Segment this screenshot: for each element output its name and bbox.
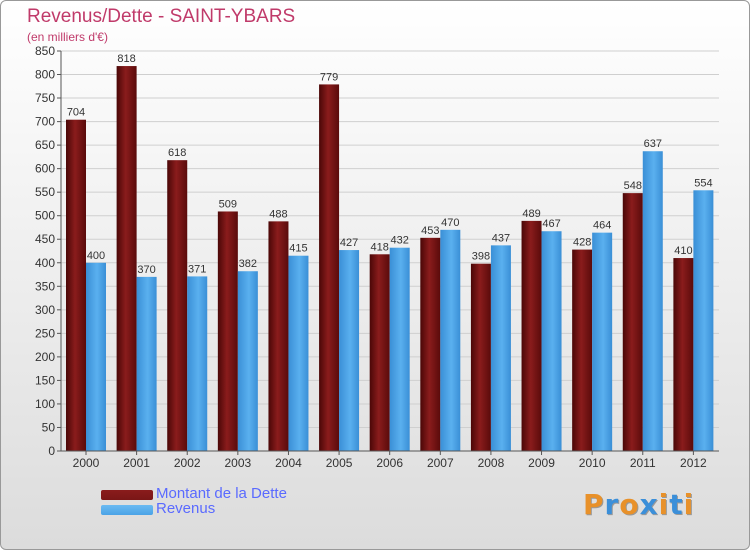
chart-subtitle: (en milliers d'€) bbox=[27, 30, 108, 44]
legend-swatch-revenus bbox=[101, 505, 153, 515]
legend-swatch-debt bbox=[101, 490, 153, 500]
y-tick-label: 150 bbox=[35, 373, 55, 387]
data-label-revenus: 464 bbox=[593, 220, 611, 232]
bar-dette bbox=[217, 211, 238, 451]
y-tick-label: 50 bbox=[42, 420, 56, 434]
y-tick-label: 350 bbox=[35, 279, 55, 293]
bar-revenus bbox=[490, 245, 511, 451]
y-tick-label: 550 bbox=[35, 185, 55, 199]
bar-revenus bbox=[136, 276, 157, 451]
bar-revenus bbox=[389, 247, 410, 451]
x-tick-label: 2011 bbox=[630, 456, 656, 470]
bar-dette bbox=[116, 66, 137, 451]
x-tick-label: 2006 bbox=[376, 456, 403, 470]
data-label-dette: 548 bbox=[624, 180, 642, 192]
bar-revenus bbox=[187, 276, 208, 451]
data-label-revenus: 554 bbox=[694, 177, 712, 189]
data-label-revenus: 432 bbox=[391, 235, 409, 247]
x-tick-label: 2012 bbox=[680, 456, 707, 470]
bar-dette bbox=[521, 220, 542, 451]
data-label-dette: 453 bbox=[421, 225, 439, 237]
bar-revenus bbox=[237, 271, 258, 451]
bar-dette bbox=[268, 221, 289, 451]
data-label-revenus: 470 bbox=[441, 217, 459, 229]
logo-letter: i bbox=[658, 488, 670, 521]
x-tick-label: 2010 bbox=[579, 456, 606, 470]
data-label-revenus: 437 bbox=[492, 232, 510, 244]
bar-dette bbox=[319, 84, 340, 451]
bar-revenus bbox=[592, 232, 613, 451]
y-tick-label: 200 bbox=[35, 350, 55, 364]
legend-label-revenus: Revenus bbox=[156, 500, 216, 517]
data-label-dette: 704 bbox=[67, 107, 85, 119]
y-tick-label: 600 bbox=[35, 162, 55, 176]
bar-revenus bbox=[693, 190, 714, 451]
chart-title: Revenus/Dette - SAINT-YBARS bbox=[27, 6, 296, 27]
bar-revenus bbox=[86, 262, 106, 451]
data-label-revenus: 637 bbox=[644, 138, 662, 150]
x-tick-label: 2004 bbox=[275, 456, 302, 470]
data-label-revenus: 467 bbox=[542, 218, 560, 230]
bar-revenus bbox=[541, 231, 562, 451]
y-tick-label: 850 bbox=[35, 44, 55, 58]
bar-revenus bbox=[339, 250, 360, 451]
data-label-revenus: 382 bbox=[239, 258, 257, 270]
bar-revenus bbox=[642, 151, 663, 451]
x-tick-label: 2001 bbox=[123, 456, 150, 470]
bar-dette bbox=[369, 254, 390, 451]
y-tick-label: 450 bbox=[35, 232, 55, 246]
bar-revenus bbox=[288, 255, 309, 451]
data-label-revenus: 371 bbox=[188, 263, 206, 275]
y-tick-label: 100 bbox=[35, 397, 55, 411]
logo-letter: t bbox=[669, 488, 684, 521]
logo-letter: o bbox=[619, 488, 640, 521]
data-label-dette: 428 bbox=[573, 237, 591, 249]
bar-dette bbox=[572, 249, 593, 451]
data-label-dette: 818 bbox=[117, 53, 135, 65]
data-label-dette: 618 bbox=[168, 147, 186, 159]
data-label-dette: 779 bbox=[320, 71, 338, 83]
data-label-dette: 489 bbox=[522, 208, 540, 220]
data-label-revenus: 400 bbox=[87, 250, 105, 262]
y-tick-label: 500 bbox=[35, 209, 55, 223]
proxiti-logo: Proxiti bbox=[583, 488, 694, 521]
bar-dette bbox=[673, 258, 694, 451]
x-tick-label: 2008 bbox=[478, 456, 505, 470]
y-tick-label: 250 bbox=[35, 326, 55, 340]
legend-label-debt: Montant de la Dette bbox=[156, 485, 287, 502]
data-label-dette: 509 bbox=[219, 198, 237, 210]
y-tick-label: 750 bbox=[35, 91, 55, 105]
bar-dette bbox=[420, 237, 441, 451]
y-tick-label: 700 bbox=[35, 115, 55, 129]
x-tick-label: 2007 bbox=[427, 456, 454, 470]
x-tick-label: 2000 bbox=[73, 456, 100, 470]
y-tick-label: 400 bbox=[35, 256, 55, 270]
bar-dette bbox=[470, 263, 491, 451]
bar-revenus bbox=[440, 229, 461, 451]
data-label-revenus: 370 bbox=[137, 264, 155, 276]
x-tick-label: 2005 bbox=[326, 456, 353, 470]
y-tick-label: 650 bbox=[35, 138, 55, 152]
y-tick-label: 0 bbox=[48, 444, 55, 458]
x-tick-label: 2002 bbox=[174, 456, 201, 470]
data-label-revenus: 415 bbox=[289, 243, 307, 255]
logo-letter: x bbox=[639, 488, 659, 521]
data-label-dette: 398 bbox=[472, 251, 490, 263]
bar-dette bbox=[167, 160, 188, 452]
data-label-revenus: 427 bbox=[340, 237, 358, 249]
x-tick-label: 2003 bbox=[224, 456, 251, 470]
y-tick-label: 800 bbox=[35, 68, 55, 82]
data-label-dette: 410 bbox=[674, 245, 692, 257]
bar-dette bbox=[622, 193, 643, 451]
y-tick-label: 300 bbox=[35, 303, 55, 317]
data-label-dette: 418 bbox=[371, 241, 389, 253]
logo-letter: r bbox=[604, 488, 620, 521]
logo-letter: i bbox=[683, 488, 695, 521]
data-label-dette: 488 bbox=[269, 208, 287, 220]
x-tick-label: 2009 bbox=[528, 456, 555, 470]
logo-letter: P bbox=[583, 488, 605, 521]
bar-dette bbox=[66, 119, 86, 452]
